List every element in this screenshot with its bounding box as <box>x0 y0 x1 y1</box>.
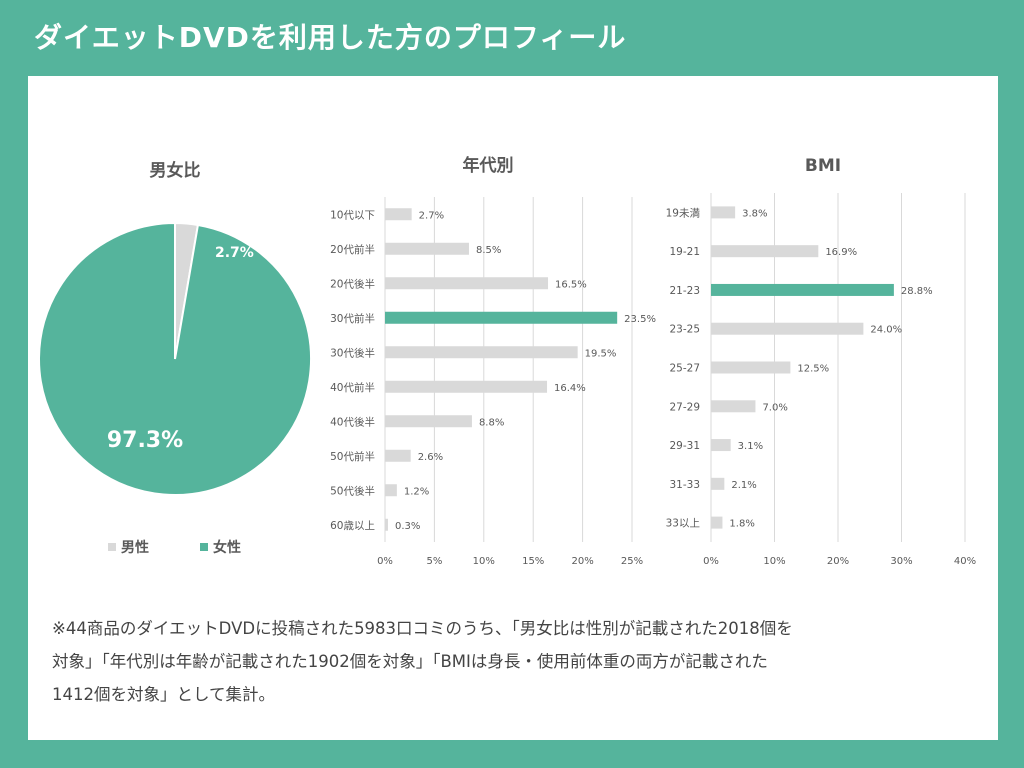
footnote-line: 1412個を対象」として集計。 <box>52 685 275 704</box>
age-tick-label: 0% <box>377 556 393 567</box>
age-tick-label: 5% <box>426 556 442 567</box>
age-data-label: 2.7% <box>419 210 444 221</box>
bmi-category-label: 19-21 <box>669 246 700 258</box>
age-bar <box>385 311 618 324</box>
bmi-tick-label: 20% <box>827 556 849 567</box>
bmi-bar <box>711 245 819 258</box>
bmi-category-label: 25-27 <box>669 363 700 375</box>
bmi-bar <box>711 283 894 296</box>
age-data-label: 0.3% <box>395 521 420 532</box>
age-bar <box>385 518 388 531</box>
bmi-tick-label: 0% <box>703 556 719 567</box>
footnote: ※44商品のダイエットDVDに投稿された5983口コミのうち、「男女比は性別が記… <box>52 612 972 711</box>
pie-data-label: 2.7% <box>215 245 254 261</box>
age-category-label: 60歳以上 <box>330 520 375 532</box>
legend-label: 男性 <box>121 539 149 556</box>
bmi-tick-label: 10% <box>763 556 785 567</box>
bmi-bar <box>711 439 731 452</box>
bmi-bar <box>711 322 864 335</box>
legend-marker <box>200 543 208 551</box>
bmi-category-label: 29-31 <box>669 440 700 452</box>
bmi-category-label: 31-33 <box>669 479 700 491</box>
age-category-label: 40代前半 <box>330 381 375 394</box>
legend-label: 女性 <box>213 539 241 556</box>
age-data-label: 23.5% <box>624 314 656 325</box>
pie-title: 男女比 <box>150 160 201 181</box>
header-bar: ダイエットDVDを利用した方のプロフィール <box>0 0 1024 76</box>
age-category-label: 40代後半 <box>330 415 375 428</box>
bmi-bar <box>711 400 756 413</box>
age-bar <box>385 380 548 393</box>
bmi-bar <box>711 477 725 490</box>
age-data-label: 16.5% <box>555 279 587 290</box>
age-title: 年代別 <box>463 155 514 176</box>
age-category-label: 30代前半 <box>330 312 375 325</box>
bmi-category-label: 21-23 <box>669 285 700 297</box>
age-bar <box>385 346 578 359</box>
footnote-line: 対象」「年代別は年齢が記載された1902個を対象」「BMIは身長・使用前体重の両… <box>52 652 768 671</box>
age-category-label: 50代前半 <box>330 450 375 463</box>
age-data-label: 1.2% <box>404 486 429 497</box>
bmi-data-label: 12.5% <box>797 364 829 375</box>
bmi-data-label: 28.8% <box>901 286 933 297</box>
bmi-tick-label: 40% <box>954 556 976 567</box>
bmi-bar <box>711 206 736 219</box>
bmi-category-label: 23-25 <box>669 324 700 336</box>
bmi-tick-label: 30% <box>890 556 912 567</box>
bmi-data-label: 1.8% <box>729 519 754 530</box>
age-tick-label: 20% <box>571 556 593 567</box>
bmi-data-label: 2.1% <box>731 480 756 491</box>
age-data-label: 19.5% <box>585 348 617 359</box>
bmi-bar <box>711 361 791 374</box>
age-bar <box>385 415 472 428</box>
age-tick-label: 25% <box>621 556 643 567</box>
age-data-label: 2.6% <box>418 452 443 463</box>
age-data-label: 16.4% <box>554 383 586 394</box>
bmi-data-label: 24.0% <box>870 325 902 336</box>
bmi-category-label: 33以上 <box>666 518 700 530</box>
age-tick-label: 10% <box>473 556 495 567</box>
age-data-label: 8.5% <box>476 245 501 256</box>
footnote-line: ※44商品のダイエットDVDに投稿された5983口コミのうち、「男女比は性別が記… <box>52 619 793 638</box>
age-tick-label: 15% <box>522 556 544 567</box>
bmi-data-label: 7.0% <box>762 402 787 413</box>
bmi-category-label: 27-29 <box>669 401 700 413</box>
pie-slice <box>38 221 312 496</box>
age-bar <box>385 277 549 290</box>
age-bar <box>385 208 412 221</box>
age-bar <box>385 242 469 255</box>
age-category-label: 10代以下 <box>330 209 375 221</box>
age-category-label: 20代後半 <box>330 277 375 290</box>
bmi-data-label: 16.9% <box>825 247 857 258</box>
page-title: ダイエットDVDを利用した方のプロフィール <box>34 21 627 54</box>
legend-marker <box>108 543 116 551</box>
pie-data-label: 97.3% <box>107 428 183 453</box>
age-bar <box>385 484 397 497</box>
bmi-title: BMI <box>805 156 841 176</box>
age-bar <box>385 449 411 462</box>
bmi-data-label: 3.1% <box>738 441 763 452</box>
bmi-bar <box>711 516 723 529</box>
age-data-label: 8.8% <box>479 417 504 428</box>
age-category-label: 30代後半 <box>330 346 375 359</box>
bmi-data-label: 3.8% <box>742 208 767 219</box>
charts-area: 男女比 2.7% 97.3% 男性 女性 年代別 0% 5% 10% 15% 20% 25% 10代以下… <box>38 155 976 567</box>
content-panel: 男女比 2.7% 97.3% 男性 女性 年代別 0% 5% 10% 15% 20% 25% 10代以下… <box>28 76 998 740</box>
age-category-label: 50代後半 <box>330 484 375 497</box>
age-category-label: 20代前半 <box>330 243 375 256</box>
bmi-category-label: 19未満 <box>666 207 701 219</box>
